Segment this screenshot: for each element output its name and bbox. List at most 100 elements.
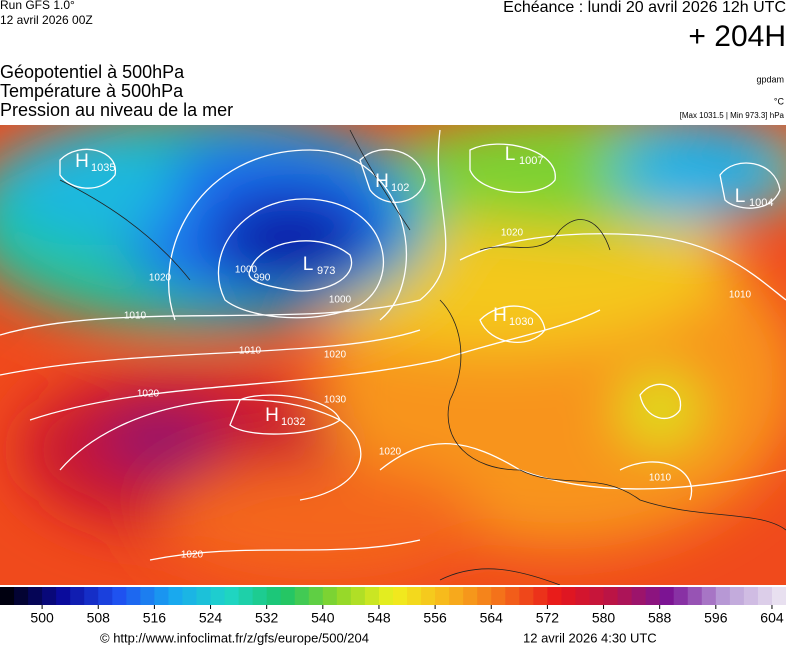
valid-time: Echéance : lundi 20 avril 2026 12h UTC bbox=[503, 0, 786, 16]
map-title: Pression au niveau de la mer bbox=[0, 100, 233, 120]
colorbar-cell bbox=[757, 587, 773, 605]
colorbar-cell bbox=[729, 587, 745, 605]
run-label: Run GFS 1.0° bbox=[0, 0, 75, 12]
colorbar-cell bbox=[449, 587, 464, 605]
colorbar-cell bbox=[350, 587, 366, 605]
colorbar-cell bbox=[393, 587, 408, 605]
colorbar-cell bbox=[533, 587, 548, 605]
isobar-label: 1030 bbox=[324, 395, 347, 406]
colorbar-cell bbox=[575, 587, 590, 605]
pressure-center-value: 1035 bbox=[91, 162, 115, 174]
colorbar-cell bbox=[126, 587, 141, 605]
isobar-label: 1020 bbox=[379, 447, 402, 458]
colorbar-cell bbox=[238, 587, 254, 605]
pressure-center-value: 1004 bbox=[749, 197, 773, 209]
pressure-center-kind: H bbox=[375, 171, 389, 192]
isobar-label: 1000 bbox=[329, 295, 352, 306]
pressure-center-value: 102 bbox=[391, 182, 409, 194]
colorbar-cell bbox=[224, 587, 240, 605]
colorbar-cell bbox=[0, 587, 15, 605]
colorbar-cell bbox=[364, 587, 380, 605]
colorbar-cell bbox=[715, 587, 731, 605]
colorbar-cell bbox=[56, 587, 71, 605]
unit-label: gpdam bbox=[756, 74, 784, 84]
colorbar-tick-label: 548 bbox=[367, 610, 391, 626]
pressure-center-value: 973 bbox=[317, 265, 335, 277]
colorbar-tick-label: 532 bbox=[255, 610, 279, 626]
isobar-label: 1010 bbox=[729, 290, 752, 301]
colorbar-cell bbox=[701, 587, 717, 605]
colorbar-cell bbox=[603, 587, 619, 605]
map-title: Géopotentiel à 500hPa bbox=[0, 62, 185, 82]
isobars bbox=[0, 129, 786, 561]
colorbar-cell bbox=[547, 587, 562, 605]
colorbar-cell bbox=[519, 587, 534, 605]
colorbar-tick-label: 500 bbox=[30, 610, 54, 626]
colorbar-tick-label: 564 bbox=[480, 610, 504, 626]
colorbar-cell bbox=[28, 587, 43, 605]
colorbar-cell bbox=[14, 587, 29, 605]
colorbar-cell bbox=[280, 587, 296, 605]
generated-time: 12 avril 2026 4:30 UTC bbox=[523, 630, 657, 645]
colorbar-tick-label: 604 bbox=[760, 610, 784, 626]
isobar-label: 1020 bbox=[137, 389, 160, 400]
pressure-center-value: 1030 bbox=[509, 316, 533, 328]
colorbar-cell bbox=[561, 587, 576, 605]
colorbar-cell bbox=[673, 587, 689, 605]
pressure-center-value: 1007 bbox=[519, 155, 543, 167]
pressure-center-value: 1032 bbox=[281, 416, 305, 428]
colorbar-cell bbox=[112, 587, 127, 605]
colorbar-cell bbox=[84, 587, 99, 605]
colorbar-cell bbox=[322, 587, 338, 605]
colorbar-cell bbox=[336, 587, 352, 605]
colorbar-cell bbox=[378, 587, 394, 605]
coastlines bbox=[59, 129, 786, 585]
colorbar-cell bbox=[631, 587, 647, 605]
pressure-center-kind: L bbox=[505, 144, 516, 165]
colorbar-cell bbox=[196, 587, 212, 605]
run-date: 12 avril 2026 00Z bbox=[0, 13, 93, 27]
isobar-label: 990 bbox=[254, 273, 271, 284]
isobar-label: 1020 bbox=[181, 550, 204, 561]
colorbar-tick-label: 540 bbox=[311, 610, 335, 626]
colorbar-tick-label: 596 bbox=[704, 610, 728, 626]
colorbar-cell bbox=[266, 587, 282, 605]
pressure-center-kind: H bbox=[265, 405, 279, 426]
isobar-label: 1020 bbox=[149, 273, 172, 284]
colorbar-cell bbox=[743, 587, 759, 605]
isobar-label: 1020 bbox=[501, 228, 524, 239]
colorbar-cell bbox=[98, 587, 113, 605]
colorbar-cell bbox=[435, 587, 450, 605]
colorbar-cell bbox=[252, 587, 268, 605]
unit-label: °C bbox=[774, 96, 785, 106]
colorbar-tick-label: 588 bbox=[648, 610, 672, 626]
colorbar-cell bbox=[617, 587, 633, 605]
colorbar-cell bbox=[42, 587, 57, 605]
colorbar-cell bbox=[70, 587, 85, 605]
colorbar-cell bbox=[308, 587, 324, 605]
isobar-label: 1010 bbox=[649, 473, 672, 484]
colorbar-tick-label: 508 bbox=[87, 610, 111, 626]
colorbar-cell bbox=[463, 587, 478, 605]
colorbar-cell bbox=[491, 587, 506, 605]
colorbar-cell bbox=[589, 587, 605, 605]
colorbar-cell bbox=[687, 587, 703, 605]
isobar-label: 1010 bbox=[239, 346, 262, 357]
colorbar-cell bbox=[505, 587, 520, 605]
pressure-center-kind: H bbox=[493, 305, 507, 326]
colorbar-tick-label: 516 bbox=[143, 610, 167, 626]
colorbar-cell bbox=[645, 587, 661, 605]
isobar-label: 1000 bbox=[235, 265, 258, 276]
colorbar-cell bbox=[154, 587, 169, 605]
unit-label: [Max 1031.5 | Min 973.3] hPa bbox=[680, 111, 785, 120]
colorbar-cell bbox=[210, 587, 226, 605]
colorbar-cell bbox=[294, 587, 310, 605]
colorbar-tick-label: 572 bbox=[536, 610, 560, 626]
pressure-center-kind: H bbox=[75, 151, 89, 172]
colorbar-cell bbox=[182, 587, 197, 605]
isobar-label: 1020 bbox=[324, 350, 347, 361]
colorbar-tick-label: 580 bbox=[592, 610, 616, 626]
source-url: © http://www.infoclimat.fr/z/gfs/europe/… bbox=[100, 630, 369, 645]
isobar-label: 1010 bbox=[124, 311, 147, 322]
